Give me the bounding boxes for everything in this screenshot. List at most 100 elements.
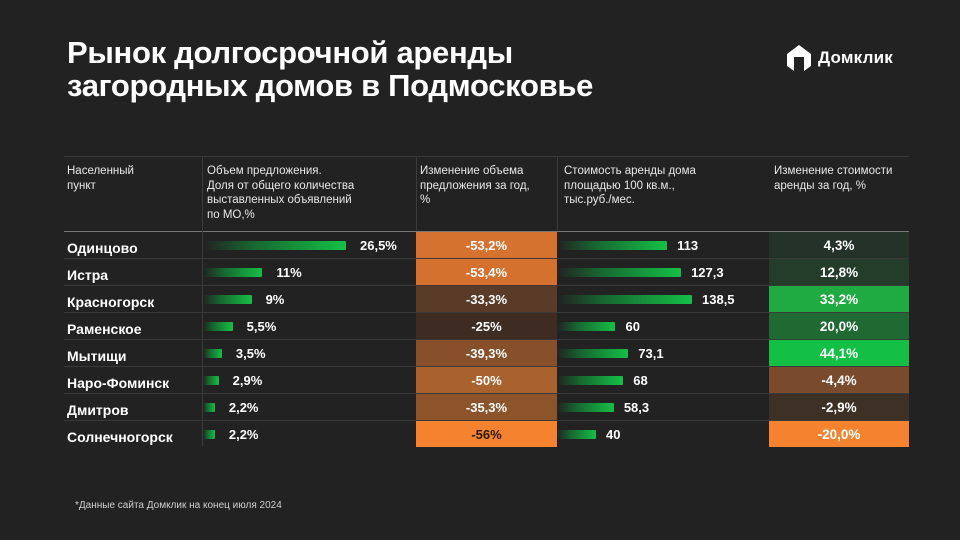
title-line-1: Рынок долгосрочной аренды [67,35,513,70]
supply-change-cell: -39,3% [416,340,557,366]
supply-change-cell: -56% [416,421,557,447]
table-body: Одинцово 26,5% -53,2% 113 4,3% Истра 11% -53,4%… [64,232,909,447]
price-bar [557,429,596,439]
share-cell: 5,5% [203,313,415,339]
share-cell: 9% [203,286,415,312]
supply-change-cell: -35,3% [416,394,557,420]
title-line-2: загородных домов в Подмосковье [67,68,594,103]
header-label-line: тыс.руб./мес. [564,194,635,206]
header-label-line: Доля от общего количества [207,179,355,192]
table-row: Одинцово 26,5% -53,2% 113 4,3% [64,232,909,259]
share-value: 3,5% [235,345,266,361]
price-change-cell: 44,1% [769,340,909,366]
supply-change-cell: -53,2% [416,232,557,258]
price-change-cell: 33,2% [769,286,909,312]
share-value: 2,9% [232,372,263,388]
header-label-line: Стоимость аренды дома [564,165,696,177]
header-label-line: пункт [67,179,96,192]
city-name: Наро-Фоминск [67,375,170,391]
column-divider [416,156,417,230]
price-change-cell: -2,9% [769,394,909,420]
price-cell: 68 [557,367,769,393]
share-value: 11% [276,264,302,280]
header-supply-change: Изменение объема предложения за год,% [420,164,556,208]
header-label-line: предложения за год, [420,179,530,192]
share-cell: 2,2% [203,421,415,447]
city-name: Истра [67,267,109,283]
price-cell: 138,5 [557,286,769,312]
table-row: Наро-Фоминск 2,9% -50% 68 -4,4% [64,367,909,394]
header-label-line: Изменение объема [420,165,524,177]
price-change-cell: 4,3% [769,232,909,258]
price-cell: 58,3 [557,394,769,420]
header-label-line: % [420,194,431,206]
city-name: Красногорск [67,294,155,310]
share-bar [203,294,252,304]
column-divider [202,156,203,230]
city-name: Одинцово [67,240,138,256]
header-city: Населенный пункт [67,164,187,193]
column-divider [202,231,203,446]
table-row: Солнечногорск 2,2% -56% 40 -20,0% [64,421,909,447]
supply-change-cell: -50% [416,367,557,393]
share-value: 2,2% [228,426,259,442]
share-bar [203,375,219,385]
city-name: Раменское [67,321,142,337]
city-name: Мытищи [67,348,127,364]
price-value: 60 [625,318,640,334]
share-bar [203,402,215,412]
share-cell: 2,9% [203,367,415,393]
header-label-line: выставленных объявлений [207,194,352,206]
domclick-logo: Домклик [786,44,893,72]
footnote: *Данные сайта Домклик на конец июля 2024 [75,500,282,511]
price-cell: 73,1 [557,340,769,366]
price-bar [557,267,682,277]
supply-change-cell: -25% [416,313,557,339]
share-cell: 2,2% [203,394,415,420]
share-value: 9% [265,291,285,307]
logo-text: Домклик [818,48,893,67]
share-value: 5,5% [246,318,277,334]
price-bar [557,402,614,412]
header-label-line: площадью 100 кв.м., [564,179,675,192]
price-value: 40 [605,426,621,442]
price-value: 68 [633,372,648,388]
price-bar [557,348,629,358]
price-bar [557,375,624,385]
price-cell: 60 [557,313,769,339]
share-bar [203,267,263,277]
price-bar [557,321,616,331]
price-change-cell: 12,8% [769,259,909,285]
supply-change-cell: -33,3% [416,286,557,312]
header-label-line: по МО,% [207,208,255,221]
price-bar [557,294,692,304]
price-value: 73,1 [638,345,664,361]
share-bar [203,348,222,358]
price-cell: 113 [557,232,769,258]
price-change-cell: -20,0% [769,421,909,447]
share-cell: 11% [203,259,415,285]
price-value: 58,3 [623,399,650,415]
header-label-line: Объем предложения. [207,165,322,177]
share-bar [203,240,346,250]
price-value: 127,3 [691,264,724,280]
share-cell: 26,5% [203,232,415,258]
table-row: Дмитров 2,2% -35,3% 58,3 -2,9% [64,394,909,421]
column-divider [557,156,558,230]
share-bar [203,429,215,439]
table-row: Раменское 5,5% -25% 60 20,0% [64,313,909,340]
table-row: Истра 11% -53,4% 127,3 12,8% [64,259,909,286]
city-name: Солнечногорск [67,429,173,445]
domclick-house-icon [787,45,811,71]
price-change-cell: -4,4% [769,367,909,393]
share-value: 2,2% [228,399,259,415]
share-bar [203,321,233,331]
price-cell: 127,3 [557,259,769,285]
header-price-change: Изменение стоимости аренды за год, % [774,164,914,193]
price-cell: 40 [557,421,769,447]
table-header: Населенный пункт Объем предложения. Доля о… [64,156,909,232]
price-value: 138,5 [702,291,735,307]
price-change-cell: 20,0% [769,313,909,339]
header-label-line: Изменение стоимости [774,165,893,177]
share-cell: 3,5% [203,340,415,366]
